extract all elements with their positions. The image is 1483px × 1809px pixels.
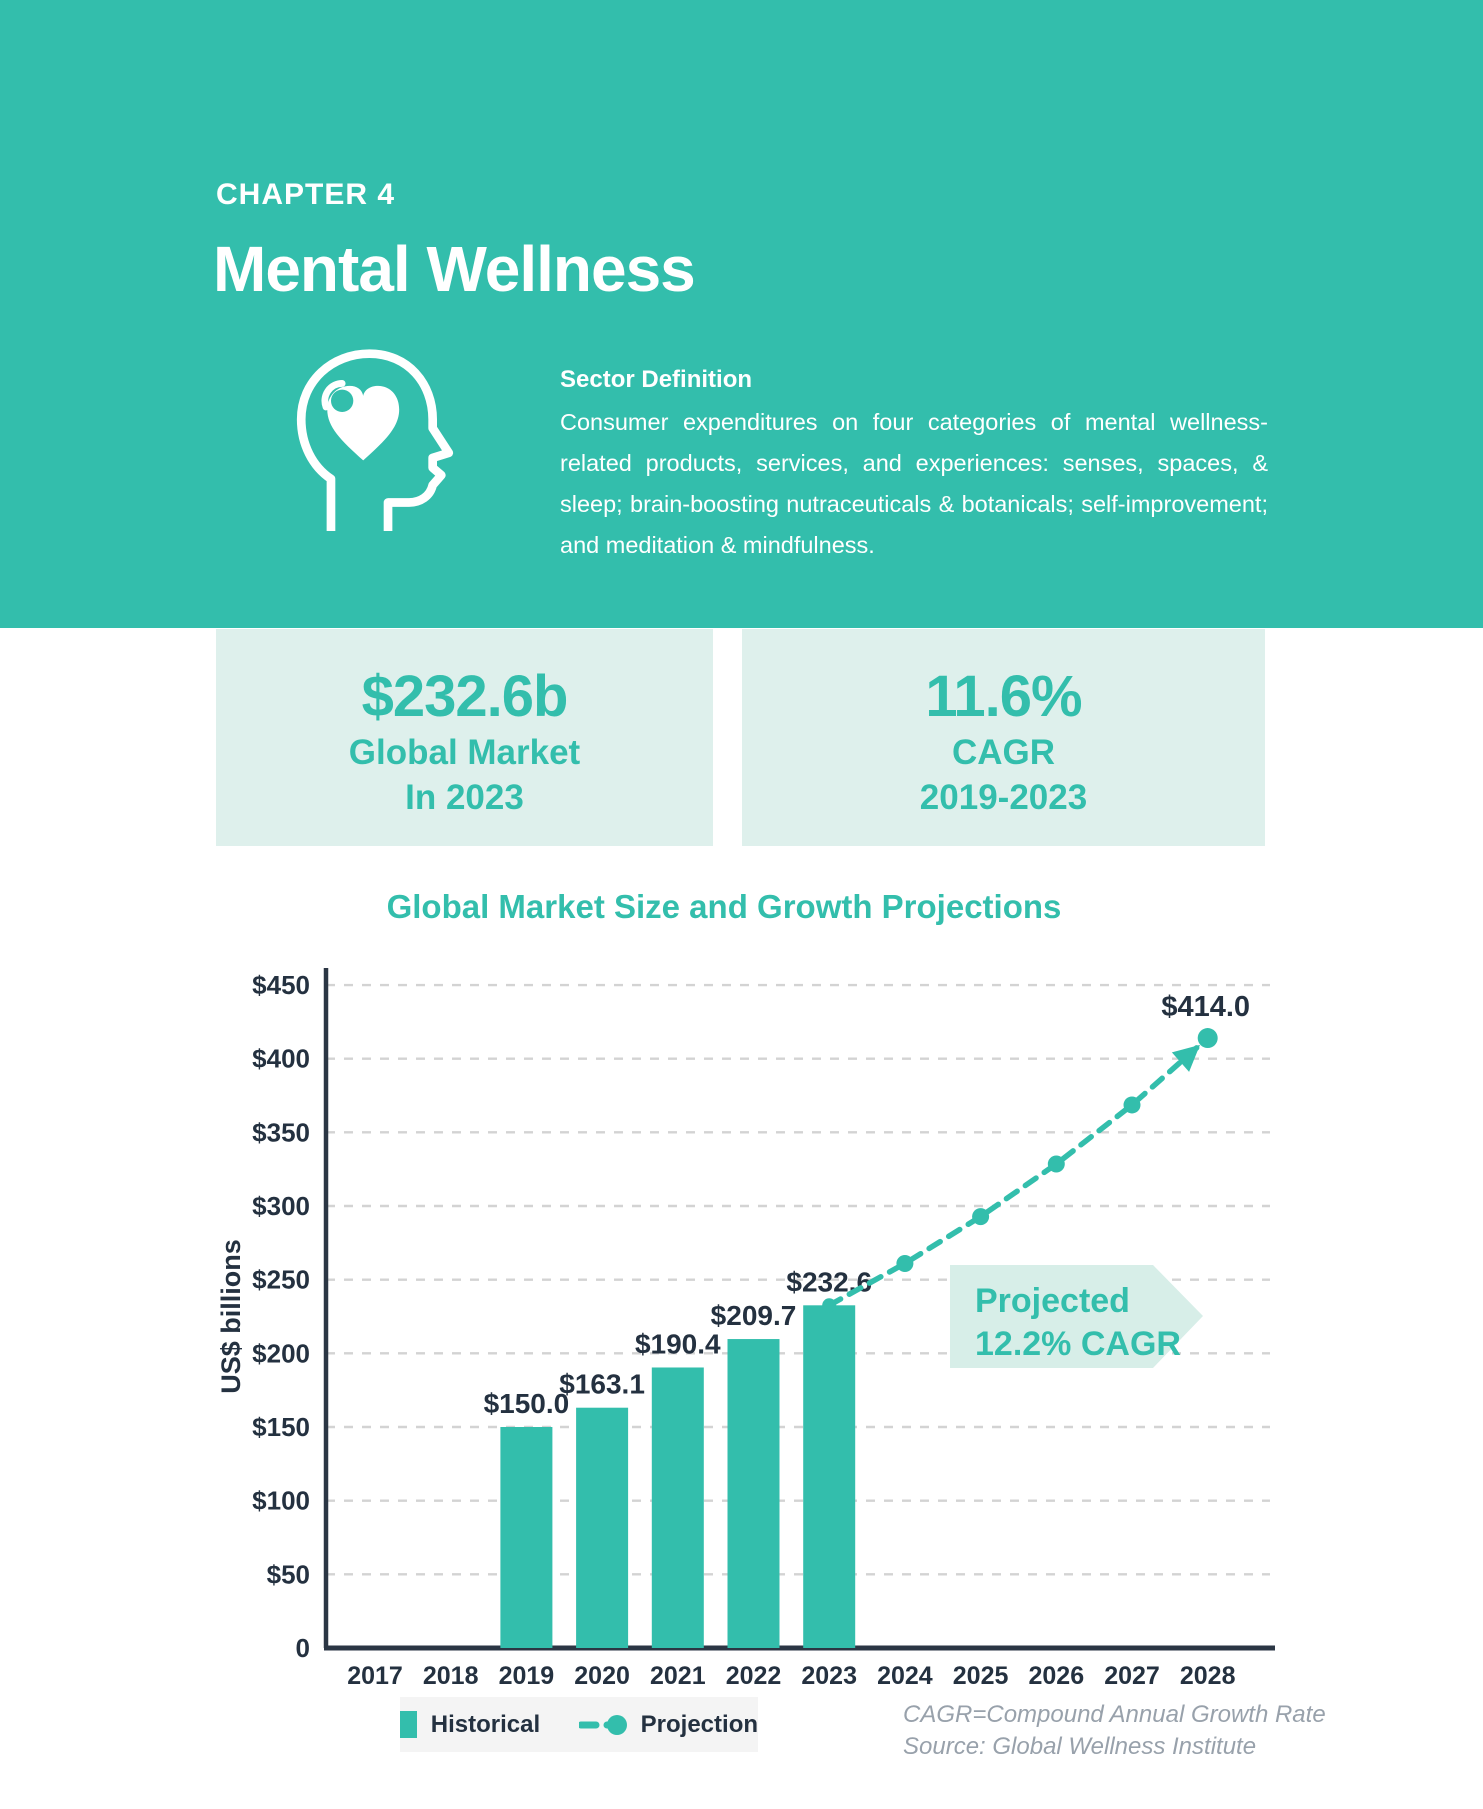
- y-tick-label: $400: [252, 1044, 310, 1074]
- y-tick-label: $300: [252, 1191, 310, 1221]
- gridlines: [326, 983, 1270, 1576]
- projection-point-2023: [822, 1298, 837, 1313]
- x-tick-label-2019: 2019: [499, 1662, 555, 1690]
- y-tick-label: 0: [296, 1633, 310, 1663]
- heart-highlight-arc: [321, 380, 346, 411]
- projection-point-2025: [972, 1208, 990, 1226]
- projection-point-2024: [896, 1254, 914, 1272]
- callout-arrow-shape: [950, 1265, 1203, 1368]
- bar-2019: [500, 1427, 553, 1648]
- stat-card-cagr: 11.6% CAGR 2019-2023: [742, 629, 1265, 846]
- projection-point-2028: [1197, 1028, 1218, 1049]
- historical-bars: $150.0$163.1 $190.4$209.7$232.6: [484, 1266, 872, 1648]
- bar-2021: [651, 1367, 704, 1648]
- y-axis-title: US$ billions: [216, 1239, 246, 1394]
- sector-definition-heading: Sector Definition: [560, 366, 753, 393]
- bar-label-2019: $150.0: [484, 1388, 570, 1419]
- legend-label-historical: Historical: [430, 1710, 541, 1738]
- stat-label-line1: Global Market: [348, 733, 581, 772]
- head-with-heart-icon: [296, 349, 454, 531]
- legend-label-projection: Projection: [640, 1710, 759, 1738]
- x-tick-label-2020: 2020: [574, 1662, 630, 1690]
- projection-line: [826, 1035, 1211, 1309]
- historical-swatch-icon: [400, 1711, 417, 1738]
- bar-2022: [727, 1339, 780, 1648]
- projection-end-label: $414.0: [1161, 991, 1250, 1023]
- stat-label-line2: In 2023: [405, 778, 524, 817]
- chart-footnote: CAGR=Compound Annual Growth Rate Source:…: [903, 1699, 1326, 1763]
- callout-line1: Projected: [975, 1282, 1130, 1320]
- y-tick-label: $50: [267, 1559, 310, 1589]
- chart-canvas: 0 $50 $100 $150 $200 $250 $300 $350 $400 $450 US$ …: [216, 968, 1275, 1690]
- y-tick-label: $450: [252, 970, 310, 1000]
- page-title: Mental Wellness: [213, 233, 696, 305]
- projection-point-2027: [1123, 1096, 1141, 1114]
- projection-point-2026: [1047, 1155, 1065, 1173]
- x-tick-label-2018: 2018: [423, 1662, 479, 1690]
- head-outline: [296, 349, 454, 531]
- stat-value: $232.6b: [361, 664, 569, 729]
- stat-card-global-market: $232.6b Global Market In 2023: [216, 629, 713, 846]
- bar-label-2020: $163.1: [559, 1369, 645, 1400]
- x-tick-label-2023: 2023: [801, 1662, 857, 1690]
- sector-definition-text: Consumer expenditures on four categories…: [560, 409, 1268, 558]
- x-tick-label-2027: 2027: [1104, 1662, 1160, 1690]
- stat-label-line1: CAGR: [951, 733, 1056, 772]
- chapter-kicker: CHAPTER 4: [216, 178, 396, 211]
- source-note: Source: Global Wellness Institute: [903, 1733, 1257, 1760]
- x-tick-label-2024: 2024: [877, 1662, 933, 1690]
- y-tick-label: $100: [252, 1486, 310, 1516]
- heart-highlight-cut: [330, 389, 354, 412]
- bar-2023: [803, 1305, 856, 1648]
- projection-swatch-icon: [579, 1714, 627, 1735]
- bar-2020: [576, 1407, 629, 1648]
- x-tick-label-2022: 2022: [726, 1662, 782, 1690]
- chart-title: Global Market Size and Growth Projection…: [386, 888, 1062, 925]
- callout-line2: 12.2% CAGR: [975, 1325, 1181, 1363]
- bar-label-2021: $190.4: [635, 1328, 721, 1359]
- x-tick-label-2028: 2028: [1180, 1662, 1236, 1690]
- x-tick-label-2021: 2021: [650, 1662, 706, 1690]
- x-tick-labels: 2017 2018 2019 2020 2021 2022 2023 2024 2025 2026…: [347, 1662, 1235, 1690]
- stat-label-line2: 2019-2023: [919, 778, 1088, 817]
- x-tick-label-2026: 2026: [1028, 1662, 1084, 1690]
- chart-legend: Historical Projection: [400, 1697, 758, 1752]
- stat-value: 11.6%: [925, 664, 1082, 729]
- x-tick-label-2025: 2025: [953, 1662, 1009, 1690]
- bar-label-2023: $232.6: [786, 1266, 872, 1297]
- y-tick-label: $350: [252, 1117, 310, 1147]
- x-tick-label-2017: 2017: [347, 1662, 403, 1690]
- y-tick-label: $200: [252, 1338, 310, 1368]
- projected-cagr-callout: Projected 12.2% CAGR: [950, 1265, 1203, 1368]
- y-tick-label: $150: [252, 1412, 310, 1442]
- projection-arrowhead: [1171, 1044, 1200, 1072]
- cagr-definition-note: CAGR=Compound Annual Growth Rate: [903, 1701, 1326, 1728]
- y-tick-labels: 0 $50 $100 $150 $200 $250 $300 $350 $400 $450: [252, 970, 310, 1663]
- header-band: CHAPTER 4 Mental Wellness Sector Definit…: [0, 0, 1483, 628]
- bar-label-2022: $209.7: [711, 1300, 797, 1331]
- y-tick-label: $250: [252, 1265, 310, 1295]
